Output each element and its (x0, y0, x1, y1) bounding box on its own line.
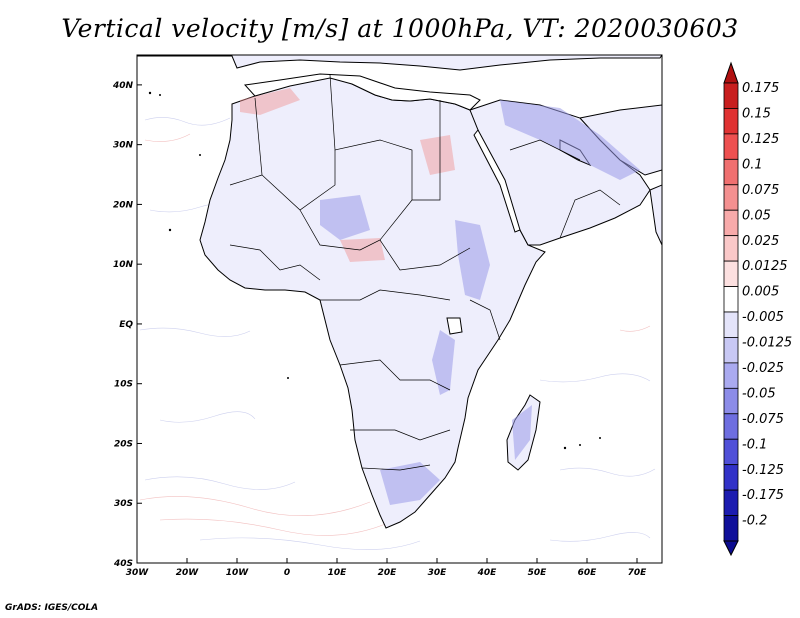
lon-tick-label: 30W (126, 568, 150, 578)
colorbar-level-label: -0.075 (742, 412, 784, 427)
ascent-shading (240, 88, 455, 262)
colorbar-swatch (723, 387, 739, 415)
colorbar-level-label: 0.1 (742, 157, 763, 172)
lon-tick-label: 10W (226, 568, 250, 578)
colorbar-swatch (723, 413, 739, 440)
colorbar-swatch (723, 184, 739, 211)
colorbar-level-label: 0.075 (742, 183, 779, 198)
lat-tick-label: 40N (112, 81, 134, 91)
plot-frame (136, 54, 663, 564)
lon-tick-label: 20W (176, 568, 200, 578)
colorbar-level-label: -0.025 (742, 361, 784, 376)
lat-tick-label: 10S (114, 380, 133, 390)
colorbar-level-label: -0.05 (742, 386, 776, 401)
colorbar-level-label: -0.1 (742, 437, 767, 452)
lon-tick-label: 70E (628, 568, 648, 578)
islands (148, 91, 601, 450)
colorbar: 0.175 0.15 0.125 0.1 0.075 0.05 0.025 0.0125 0.0… (723, 61, 792, 557)
colorbar-level-label: -0.125 (742, 463, 784, 478)
colorbar-swatch (723, 286, 739, 313)
colorbar-level-label: 0.15 (742, 107, 771, 122)
colorbar-top-arrow (723, 61, 739, 84)
colorbar-bottom-arrow (723, 540, 739, 557)
lat-tick-label: 20S (114, 439, 133, 449)
colorbar-level-label: 0.175 (742, 81, 779, 96)
lat-tick-label: 10N (113, 260, 134, 270)
land-masses (137, 55, 662, 529)
lon-tick-label: 0 (284, 568, 290, 578)
colorbar-swatch (723, 311, 739, 338)
country-borders (229, 74, 621, 471)
colorbar-level-label: -0.005 (742, 310, 784, 325)
latitude-axis: 40S 30S 20S 10S EQ 10N 20N 30N 40N (112, 81, 142, 569)
lon-tick-label: 30E (428, 568, 448, 578)
colorbar-swatch (723, 260, 739, 287)
lat-tick-label: 40S (113, 559, 133, 569)
colorbar-level-label: 0.05 (742, 208, 771, 223)
colorbar-level-label: -0.2 (742, 514, 767, 529)
longitude-axis: 30W 20W 10W 0 10E 20E 30E 40E 50E 60E 70E (126, 558, 647, 578)
colorbar-swatch (723, 108, 739, 135)
red-sea (473, 129, 521, 233)
lake-victoria (446, 317, 463, 335)
descent-shading (320, 100, 640, 505)
lon-tick-label: 20E (378, 568, 398, 578)
ocean-texture (139, 117, 656, 550)
colorbar-level-label: 0.0125 (742, 259, 788, 274)
lon-tick-label: 60E (578, 568, 598, 578)
colorbar-level-label: -0.175 (742, 488, 784, 503)
colorbar-swatch (723, 158, 739, 186)
colorbar-swatch (723, 235, 739, 262)
colorbar-level-label: -0.0125 (742, 336, 792, 351)
colorbar-swatch (723, 515, 739, 542)
colorbar-level-label: 0.125 (742, 132, 779, 147)
colorbar-swatch (723, 133, 739, 160)
ocean-texture-red (139, 133, 651, 536)
lon-tick-label: 50E (528, 568, 548, 578)
colorbar-swatch (723, 464, 739, 491)
lon-tick-label: 40E (477, 568, 498, 578)
lat-tick-label: 30S (114, 499, 133, 509)
india-coastline (649, 184, 662, 246)
lat-tick-label: 30N (113, 141, 134, 151)
chart-title: Vertical velocity [m/s] at 1000hPa, VT: … (61, 14, 739, 43)
colorbar-swatch (723, 362, 739, 389)
footer-credit: GrADS: IGES/COLA (5, 603, 99, 613)
colorbar-swatch (723, 489, 739, 516)
colorbar-swatch (723, 438, 739, 466)
lat-tick-label: 20N (113, 200, 134, 210)
map-plot-area (136, 54, 663, 564)
colorbar-level-label: 0.025 (742, 234, 779, 249)
colorbar-swatch (723, 209, 739, 237)
europe-coastline (137, 55, 662, 71)
lat-tick-label: EQ (119, 320, 133, 330)
colorbar-level-label: 0.005 (742, 285, 779, 300)
colorbar-swatch (723, 337, 739, 364)
lon-tick-label: 10E (328, 568, 348, 578)
colorbar-swatch (723, 82, 739, 109)
